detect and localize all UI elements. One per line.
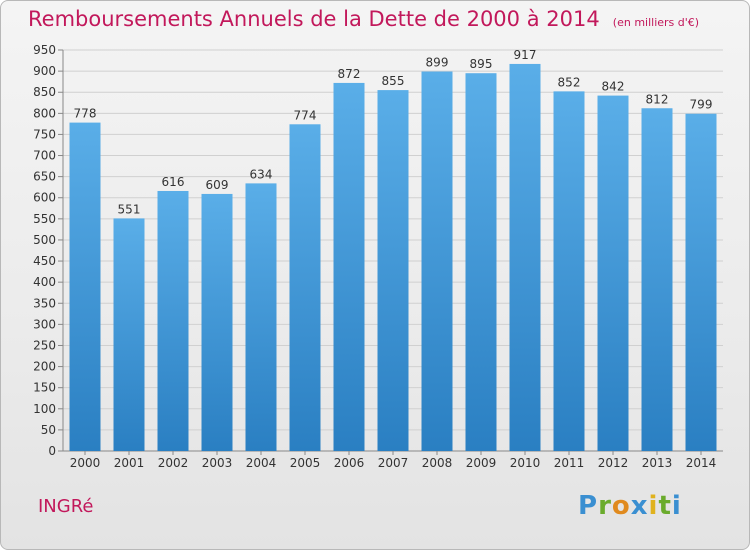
- bar-value-label: 852: [558, 75, 581, 89]
- bar: [69, 122, 101, 451]
- city-name: INGRé: [38, 496, 94, 517]
- x-tick-label: 2000: [70, 456, 101, 470]
- x-tick-label: 2002: [158, 456, 189, 470]
- proxiti-logo: Proxiti: [578, 491, 682, 521]
- y-tick-label: 950: [33, 43, 56, 57]
- logo-letter: P: [578, 491, 599, 521]
- y-tick-label: 0: [48, 444, 56, 458]
- y-tick-label: 900: [33, 64, 56, 78]
- bar: [113, 218, 145, 451]
- bar: [509, 63, 541, 451]
- bar: [201, 193, 233, 451]
- bar-value-label: 855: [382, 74, 405, 88]
- bar-value-label: 616: [162, 175, 185, 189]
- x-tick-label: 2007: [378, 456, 409, 470]
- x-tick-label: 2012: [598, 456, 629, 470]
- x-tick-label: 2003: [202, 456, 233, 470]
- logo-letter: o: [611, 491, 631, 521]
- bar-value-label: 899: [426, 56, 449, 70]
- x-tick-label: 2010: [510, 456, 541, 470]
- bar: [465, 73, 497, 451]
- bar: [333, 82, 365, 452]
- bar: [245, 183, 277, 452]
- y-tick-label: 800: [33, 106, 56, 120]
- bar-value-label: 895: [470, 57, 493, 71]
- y-tick-label: 500: [33, 233, 56, 247]
- x-tick-label: 2008: [422, 456, 453, 470]
- x-tick-label: 2009: [466, 456, 497, 470]
- y-tick-label: 650: [33, 170, 56, 184]
- y-tick-label: 750: [33, 127, 56, 141]
- bar: [641, 108, 673, 452]
- chart-title: Remboursements Annuels de la Dette de 20…: [28, 7, 600, 31]
- x-tick-label: 2014: [686, 456, 717, 470]
- y-tick-label: 450: [33, 254, 56, 268]
- logo-letter: x: [630, 491, 649, 521]
- x-tick-label: 2004: [246, 456, 277, 470]
- logo-letter: r: [598, 491, 612, 521]
- x-tick-label: 2001: [114, 456, 145, 470]
- y-tick-label: 550: [33, 212, 56, 226]
- chart-unit: (en milliers d'€): [612, 16, 700, 29]
- bar-value-label: 634: [250, 167, 273, 181]
- bar: [685, 113, 717, 452]
- x-tick-label: 2013: [642, 456, 673, 470]
- bar-value-label: 872: [338, 67, 361, 81]
- bar-value-label: 551: [118, 202, 141, 216]
- bar: [289, 124, 321, 451]
- x-tick-label: 2011: [554, 456, 585, 470]
- y-tick-label: 100: [33, 402, 56, 416]
- bar: [553, 91, 585, 451]
- bar-value-label: 812: [646, 92, 669, 106]
- y-tick-label: 200: [33, 360, 56, 374]
- logo-letter: i: [648, 491, 659, 521]
- bar: [597, 95, 629, 451]
- y-tick-label: 350: [33, 296, 56, 310]
- y-tick-label: 700: [33, 149, 56, 163]
- bar-value-label: 799: [690, 98, 713, 112]
- y-tick-label: 850: [33, 85, 56, 99]
- y-tick-label: 50: [41, 423, 56, 437]
- bars: [69, 63, 717, 452]
- bar: [377, 90, 409, 451]
- x-tick-label: 2005: [290, 456, 321, 470]
- bar: [157, 190, 189, 451]
- y-tick-label: 300: [33, 317, 56, 331]
- bar-value-label: 609: [206, 178, 229, 192]
- y-tick-label: 600: [33, 191, 56, 205]
- data-labels: 778 551 616 609 634 774 872 855 899 895 917 852 842 8…: [74, 48, 713, 216]
- chart-title-block: Remboursements Annuels de la Dette de 20…: [28, 7, 699, 31]
- bar-value-label: 774: [294, 108, 317, 122]
- y-tick-label: 250: [33, 338, 56, 352]
- logo-letter: t: [658, 491, 672, 521]
- y-tick-label: 400: [33, 275, 56, 289]
- axes: 0 50 100 150 200 250 300 350 400 450 500 550 600 650 7…: [33, 43, 723, 470]
- bar: [421, 71, 453, 451]
- y-tick-label: 150: [33, 381, 56, 395]
- bar-value-label: 778: [74, 107, 97, 121]
- bar-value-label: 917: [514, 48, 537, 62]
- logo-letter: i: [671, 491, 682, 521]
- bar-value-label: 842: [602, 80, 625, 94]
- x-tick-label: 2006: [334, 456, 365, 470]
